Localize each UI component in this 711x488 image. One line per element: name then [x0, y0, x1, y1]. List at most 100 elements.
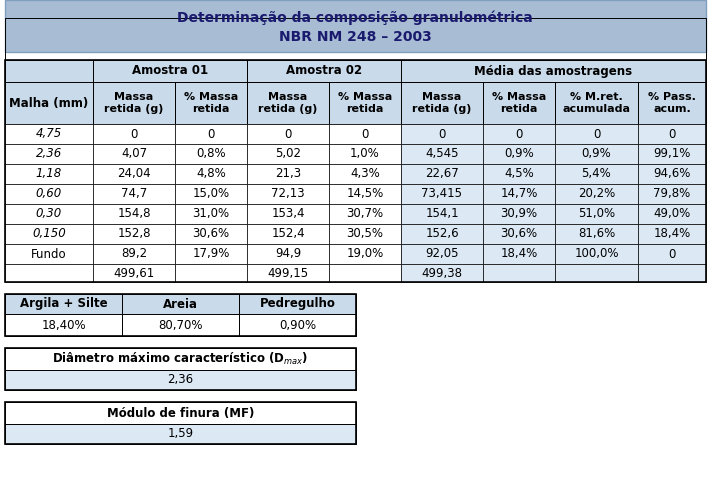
Text: 0,90%: 0,90%	[279, 319, 316, 331]
Bar	[175, 124, 247, 144]
Text: 92,05: 92,05	[425, 247, 459, 261]
Bar	[93, 224, 175, 244]
Text: 79,8%: 79,8%	[653, 187, 690, 201]
Text: 72,13: 72,13	[271, 187, 305, 201]
Bar	[555, 244, 638, 264]
Bar	[122, 294, 239, 314]
Bar	[239, 314, 356, 336]
Text: 5,02: 5,02	[275, 147, 301, 161]
Text: % Massa
retida: % Massa retida	[492, 92, 546, 114]
Bar	[638, 164, 706, 184]
Bar	[401, 204, 483, 224]
Bar	[5, 294, 122, 314]
Bar	[93, 82, 175, 124]
Text: 0: 0	[593, 127, 600, 141]
Text: Argila + Silte: Argila + Silte	[20, 298, 107, 310]
Text: 4,07: 4,07	[121, 147, 147, 161]
Bar	[555, 204, 638, 224]
Bar	[247, 164, 329, 184]
Bar	[5, 294, 356, 336]
Text: Média das amostragens: Média das amostragens	[474, 64, 633, 78]
Bar	[483, 244, 555, 264]
Text: 5,4%: 5,4%	[582, 167, 611, 181]
Bar	[483, 164, 555, 184]
Text: 31,0%: 31,0%	[193, 207, 230, 221]
Bar	[401, 82, 483, 124]
Bar	[329, 82, 401, 124]
Bar	[483, 224, 555, 244]
Text: Massa
retida (g): Massa retida (g)	[105, 92, 164, 114]
Text: 499,61: 499,61	[113, 266, 154, 280]
Bar	[5, 264, 93, 282]
Bar	[175, 224, 247, 244]
Text: Amostra 01: Amostra 01	[132, 64, 208, 78]
Text: NBR NM 248 – 2003: NBR NM 248 – 2003	[279, 30, 432, 44]
Text: Massa
retida (g): Massa retida (g)	[258, 92, 318, 114]
Bar	[483, 144, 555, 164]
Bar	[247, 184, 329, 204]
Text: 22,67: 22,67	[425, 167, 459, 181]
Text: 499,15: 499,15	[267, 266, 309, 280]
Text: 99,1%: 99,1%	[653, 147, 690, 161]
Bar	[555, 184, 638, 204]
Bar	[329, 184, 401, 204]
Bar	[93, 144, 175, 164]
Text: 0,30: 0,30	[36, 207, 62, 221]
Text: 0: 0	[668, 127, 675, 141]
Text: 152,4: 152,4	[271, 227, 305, 241]
Bar	[93, 60, 247, 82]
Bar	[638, 144, 706, 164]
Text: Amostra 02: Amostra 02	[286, 64, 362, 78]
Text: 0,9%: 0,9%	[504, 147, 534, 161]
Bar	[5, 124, 93, 144]
Bar	[555, 144, 638, 164]
Bar	[638, 204, 706, 224]
Text: 0,60: 0,60	[36, 187, 62, 201]
Bar	[93, 204, 175, 224]
Text: 30,6%: 30,6%	[193, 227, 230, 241]
Bar	[175, 82, 247, 124]
Text: 14,7%: 14,7%	[501, 187, 538, 201]
Bar	[401, 184, 483, 204]
Text: % Massa
retida: % Massa retida	[184, 92, 238, 114]
Text: 49,0%: 49,0%	[653, 207, 690, 221]
Bar	[247, 82, 329, 124]
Bar	[93, 244, 175, 264]
Text: Determinação da composição granulométrica: Determinação da composição granulométric…	[177, 11, 533, 25]
Text: Massa
retida (g): Massa retida (g)	[412, 92, 471, 114]
Text: 21,3: 21,3	[275, 167, 301, 181]
Text: 24,04: 24,04	[117, 167, 151, 181]
Bar	[122, 314, 239, 336]
Bar	[638, 224, 706, 244]
Bar	[483, 204, 555, 224]
Text: 1,0%: 1,0%	[350, 147, 380, 161]
Bar	[247, 144, 329, 164]
Bar	[5, 424, 356, 444]
Bar	[93, 264, 175, 282]
Bar	[5, 402, 356, 424]
Bar	[175, 184, 247, 204]
Text: 0: 0	[515, 127, 523, 141]
Bar	[5, 60, 706, 282]
Bar	[638, 264, 706, 282]
Bar	[5, 348, 356, 370]
Bar	[401, 224, 483, 244]
Bar	[555, 224, 638, 244]
Text: 81,6%: 81,6%	[578, 227, 615, 241]
Text: 1,18: 1,18	[36, 167, 62, 181]
Text: 18,40%: 18,40%	[41, 319, 86, 331]
Text: 30,5%: 30,5%	[346, 227, 383, 241]
Bar	[5, 18, 706, 82]
Text: 154,1: 154,1	[425, 207, 459, 221]
Text: 17,9%: 17,9%	[192, 247, 230, 261]
Bar	[175, 144, 247, 164]
Bar	[638, 184, 706, 204]
Text: 0: 0	[668, 247, 675, 261]
Text: 30,7%: 30,7%	[346, 207, 383, 221]
Text: 154,8: 154,8	[117, 207, 151, 221]
Text: 0: 0	[130, 127, 138, 141]
Text: 89,2: 89,2	[121, 247, 147, 261]
Text: Areia: Areia	[163, 298, 198, 310]
Bar	[401, 124, 483, 144]
Text: 0: 0	[361, 127, 369, 141]
